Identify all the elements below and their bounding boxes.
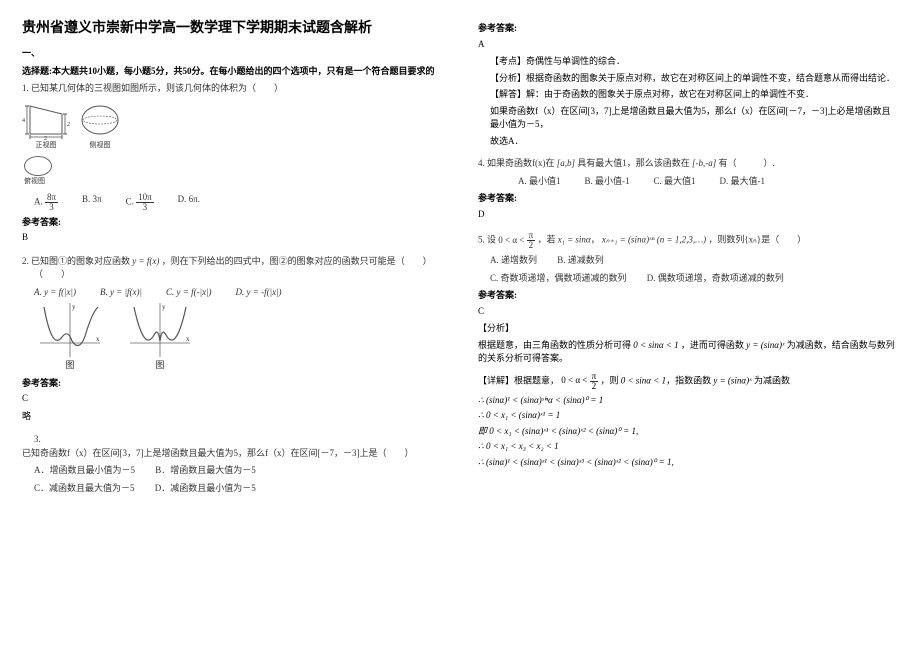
q1-figures: 4 2 2 正视图 [22, 100, 442, 151]
q1-answer-label: 参考答案: [22, 216, 442, 230]
q4-answer: D [478, 208, 898, 222]
graph-1: x y [40, 303, 100, 357]
q4-optA: A. 最小值1 [518, 175, 561, 189]
q5-line1: ∴ 0 < x₁ < (sinα)ˣ¹ = 1 [478, 409, 898, 423]
q3-optD: D．减函数且最小值为－5 [155, 482, 256, 496]
q1-text: 1. 已知某几何体的三视图如图所示，则该几何体的体积为（ ） [22, 82, 442, 96]
question-5: 5. 设 0 < α < π2 ，若 x₁ = sinα， xₙ₊₁ = (si… [478, 231, 898, 471]
q2-graph-labels: 图 图 [40, 359, 442, 373]
question-1: 1. 已知某几何体的三视图如图所示，则该几何体的体积为（ ） 4 2 [22, 82, 442, 249]
svg-text:x: x [186, 335, 190, 343]
q3-optB: B．增函数且最大值为－5 [155, 464, 256, 478]
range-expr-2: 0 < α < π2 [561, 375, 598, 385]
side-view-label: 侧视图 [78, 140, 122, 151]
svg-text:4: 4 [22, 118, 25, 124]
question-3: 3. 已知奇函数f（x）在区间[3，7]上是增函数且最大值为5，那么f（x）在区… [22, 433, 442, 499]
q4-answer-label: 参考答案: [478, 192, 898, 206]
svg-text:y: y [72, 303, 76, 311]
q3-fenxi: 【分析】根据奇函数的图象关于原点对称，故它在对称区间上的单调性不变，结合题意从而… [478, 72, 898, 86]
q3-optC: C．减函数且最大值为－5 [34, 482, 135, 496]
q5-answer: C [478, 305, 898, 319]
side-view-block: 侧视图 [78, 100, 122, 151]
q2-optC: C. y = f(-|x|) [166, 286, 212, 300]
top-view-block: 俯视图 [24, 156, 442, 187]
q5-answer-label: 参考答案: [478, 289, 898, 303]
left-column: 贵州省遵义市崇新中学高一数学理下学期期末试题含解析 一、 选择题:本大题共10小… [22, 18, 460, 633]
q3-answer-label: 参考答案: [478, 22, 898, 36]
q5-xiangjie: 【详解】根据题意， 0 < α < π2 ，则 0 < sinα < 1，指数函… [478, 372, 898, 391]
svg-text:2: 2 [67, 122, 70, 128]
q5-optB: B. 递减数列 [557, 254, 604, 268]
section-instructions: 选择题:本大题共10小题，每小题5分，共50分。在每小题给出的四个选项中，只有是… [22, 65, 442, 79]
q4-optC: C. 最大值1 [654, 175, 696, 189]
q2-options: A. y = f(|x|) B. y = |f(x)| C. y = f(-|x… [34, 286, 442, 300]
q5-line3: ∴ 0 < x₁ < x₃ < x₂ < 1 [478, 440, 898, 454]
q1-optC: C. 10π3 [126, 193, 154, 212]
q5-optA: A. 递增数列 [490, 254, 537, 268]
front-view-label: 正视图 [22, 140, 70, 151]
q3-optA: A．增函数且最小值为－5 [34, 464, 135, 478]
q3-jieda2: 如果奇函数f（x）在区间[3，7]上是增函数且最大值为5，那么f（x）在区间[－… [478, 105, 898, 132]
question-4: 4. 如果奇函数f(x)在 [a,b] 具有最大值1，那么该函数在 [-b,-a… [478, 157, 898, 225]
q1-options: A. 8π3 B. 3π C. 10π3 D. 6π. [34, 193, 442, 212]
q2-optA: A. y = f(|x|) [34, 286, 76, 300]
top-view-label: 俯视图 [24, 176, 442, 187]
q5-options-row2: C. 奇数项递增，偶数项递减的数列 D. 偶数项递增，奇数项递减的数列 [490, 272, 898, 286]
question-2: 2. 已知图①的图象对应函数 y = f(x) ，则在下列给出的四式中，图②的图… [22, 255, 442, 428]
q3-text: 已知奇函数f（x）在区间[3，7]上是增函数且最大值为5，那么f（x）在区间[－… [22, 447, 442, 461]
svg-text:2: 2 [44, 136, 47, 140]
q1-three-views: 4 2 2 正视图 [22, 100, 122, 151]
q1-answer: B [22, 231, 442, 245]
q2-text: 2. 已知图①的图象对应函数 y = f(x) ，则在下列给出的四式中，图②的图… [22, 255, 442, 269]
q4-optD: D. 最大值-1 [720, 175, 766, 189]
top-view-svg [24, 156, 52, 176]
q1-optD: D. 6π. [178, 193, 200, 212]
q5-fenxi-head: 【分析】 [478, 322, 898, 336]
range-expr: 0 < α < π2 [498, 235, 535, 245]
page-title: 贵州省遵义市崇新中学高一数学理下学期期末试题含解析 [22, 18, 442, 39]
q5-optC: C. 奇数项递增，偶数项递减的数列 [490, 272, 627, 286]
q2-optB: B. y = |f(x)| [100, 286, 142, 300]
q5-text: 5. 设 0 < α < π2 ，若 x₁ = sinα， xₙ₊₁ = (si… [478, 231, 898, 250]
front-view-block: 4 2 2 正视图 [22, 100, 70, 151]
q5-line0: ∴ (sinα)¹ < (sinα)ˢⁱⁿα < (sinα)⁰ = 1 [478, 394, 898, 408]
q5-line4: ∴ (sinα)¹ < (sinα)ˣ¹ < (sinα)ˣ³ < (sinα)… [478, 456, 898, 470]
q3-jieda3: 故选A． [478, 135, 898, 149]
q5-options-row1: A. 递增数列 B. 递减数列 [490, 254, 898, 268]
q4-options: A. 最小值1 B. 最小值-1 C. 最大值1 D. 最大值-1 [518, 175, 898, 189]
q2-optD: D. y = -f(|x|) [236, 286, 282, 300]
q4-text: 4. 如果奇函数f(x)在 [a,b] 具有最大值1，那么该函数在 [-b,-a… [478, 157, 898, 171]
graph2-label: 图 [130, 359, 190, 373]
q3-options-row1: A．增函数且最小值为－5 B．增函数且最大值为－5 [34, 464, 442, 478]
q1-optB: B. 3π [82, 193, 102, 212]
q3-answer: A [478, 38, 898, 52]
q1-optA: A. 8π3 [34, 193, 58, 212]
q3-kaodian: 【考点】奇偶性与单调性的综合． [478, 55, 898, 69]
right-column: 参考答案: A 【考点】奇偶性与单调性的综合． 【分析】根据奇函数的图象关于原点… [460, 18, 898, 633]
q5-fenxi-body: 根据题意，由三角函数的性质分析可得 0 < sinα < 1 ，进而可得函数 y… [478, 339, 898, 366]
side-view-svg [78, 100, 122, 140]
graph-2: x y [130, 303, 190, 357]
q5-optD: D. 偶数项递增，奇数项递减的数列 [647, 272, 784, 286]
q5-line2: 即 0 < x₁ < (sinα)ˣ¹ < (sinα)ˣ² < (sinα)⁰… [478, 425, 898, 439]
q2-graphs: x y x y [40, 303, 442, 357]
section-number: 一、 [22, 47, 442, 61]
front-view-svg: 4 2 2 [22, 100, 70, 140]
svg-text:y: y [162, 303, 166, 311]
graph1-label: 图 [40, 359, 100, 373]
q3-jieda1: 【解答】解：由于奇函数的图象关于原点对称，故它在对称区间上的单调性不变． [478, 88, 898, 102]
svg-text:x: x [96, 335, 100, 343]
q2-answer: C [22, 392, 442, 406]
q2-blank: （ ） [34, 268, 442, 282]
q3-num: 3. [22, 433, 442, 447]
q2-answer-label: 参考答案: [22, 377, 442, 391]
q2-note: 略 [22, 410, 442, 424]
q4-optB: B. 最小值-1 [585, 175, 630, 189]
q3-options-row2: C．减函数且最大值为－5 D．减函数且最小值为－5 [34, 482, 442, 496]
